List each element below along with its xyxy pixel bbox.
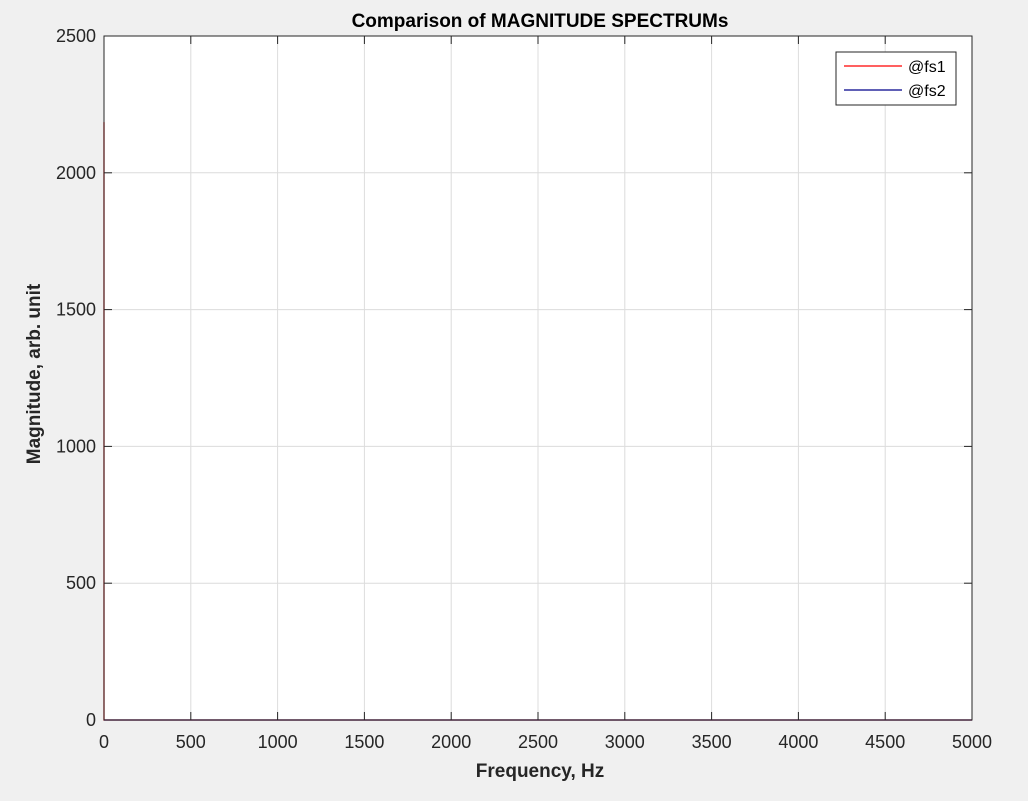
x-tick-label: 1000 [258, 732, 298, 752]
y-tick-label: 0 [86, 710, 96, 730]
x-tick-label: 5000 [952, 732, 992, 752]
y-tick-label: 2000 [56, 163, 96, 183]
x-axis-label: Frequency, Hz [476, 761, 604, 782]
x-tick-label: 4000 [778, 732, 818, 752]
x-tick-label: 2000 [431, 732, 471, 752]
legend-label-fs1: @fs1 [908, 59, 946, 76]
x-tick-label: 4500 [865, 732, 905, 752]
x-tick-label: 500 [176, 732, 206, 752]
y-axis-label: Magnitude, arb. unit [24, 283, 45, 464]
y-tick-label: 1500 [56, 300, 96, 320]
x-tick-label: 3000 [605, 732, 645, 752]
legend-label-fs2: @fs2 [908, 83, 946, 100]
legend: @fs1 @fs2 [835, 51, 957, 106]
x-tick-label: 1500 [344, 732, 384, 752]
chart-title: Comparison of MAGNITUDE SPECTRUMs [352, 11, 729, 32]
y-tick-label: 1000 [56, 436, 96, 456]
x-tick-label: 0 [99, 732, 109, 752]
legend-box [835, 51, 957, 106]
y-tick-label: 500 [66, 573, 96, 593]
x-tick-label: 2500 [518, 732, 558, 752]
y-tick-label: 2500 [56, 26, 96, 46]
y-tick-labels: 0 500 1000 1500 2000 2500 [56, 26, 96, 730]
x-tick-labels: 0 500 1000 1500 2000 2500 3000 3500 4000 4500 5000 [99, 732, 992, 752]
axis-ticks [103, 35, 973, 721]
x-tick-label: 3500 [692, 732, 732, 752]
